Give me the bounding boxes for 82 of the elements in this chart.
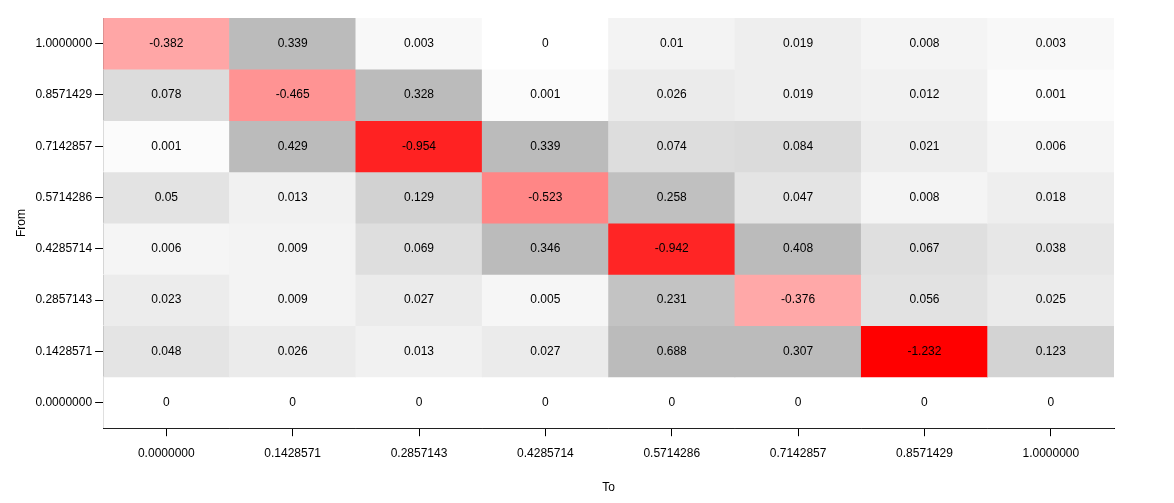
x-tick-label: 0.8571429 (896, 445, 954, 460)
data-label: 0.013 (404, 343, 435, 358)
data-label: -0.465 (275, 87, 310, 102)
y-tick-label: 0.8571429 (35, 87, 93, 102)
data-label: 0.026 (277, 343, 308, 358)
data-label: 0 (1047, 394, 1055, 409)
y-tick-label: 0.1428571 (35, 343, 93, 358)
data-label: 0 (542, 35, 550, 50)
data-label: -0.942 (654, 241, 690, 256)
x-tick-label: 0.7142857 (769, 445, 827, 460)
data-label: -1.232 (907, 343, 942, 358)
data-label: 0.027 (404, 292, 435, 307)
data-label: 0 (668, 394, 676, 409)
data-label: 0.688 (656, 343, 688, 358)
data-label: 0.001 (530, 87, 561, 102)
data-label: 0.074 (656, 138, 688, 153)
data-label: 0.056 (909, 292, 940, 307)
data-label: 0.123 (1035, 343, 1067, 358)
x-tick-label: 0.4285714 (517, 445, 575, 460)
y-tick-label: 0.4285714 (35, 241, 93, 256)
data-label: 0.001 (1035, 87, 1067, 102)
data-label: 0.339 (530, 138, 561, 153)
data-label: -0.382 (149, 35, 184, 50)
data-label: 0.021 (909, 138, 940, 153)
data-label: 0.003 (404, 35, 435, 50)
data-label: 0.006 (151, 241, 182, 256)
data-label: 0.025 (1035, 292, 1067, 307)
y-axis-title: From (13, 209, 28, 238)
data-label: 0.006 (1035, 138, 1067, 153)
y-tick-label: 0.7142857 (35, 138, 93, 153)
data-label: 0.048 (151, 343, 182, 358)
data-label: 0.328 (404, 87, 435, 102)
x-tick-label: 1.0000000 (1022, 445, 1080, 460)
data-label: 0.008 (909, 35, 940, 50)
data-label: 0.258 (656, 189, 688, 204)
data-label: 0.084 (783, 138, 814, 153)
data-label: 0.019 (783, 87, 814, 102)
data-label: 0.008 (909, 189, 940, 204)
data-label: 0.05 (154, 189, 179, 204)
x-tick-label: 0.1428571 (264, 445, 322, 460)
data-label: 0 (794, 394, 802, 409)
data-label: 0.013 (277, 189, 308, 204)
x-tick-label: 0.5714286 (643, 445, 701, 460)
data-label: 0.001 (151, 138, 182, 153)
x-tick-label: 0.0000000 (137, 445, 195, 460)
data-label: 0.408 (783, 241, 814, 256)
y-tick-label: 0.0000000 (35, 394, 93, 409)
data-label: 0 (542, 394, 550, 409)
y-tick-label: 1.0000000 (35, 35, 93, 50)
data-label: 0 (921, 394, 929, 409)
x-axis-title: To (602, 480, 616, 495)
y-tick-label: 0.2857143 (35, 292, 93, 307)
data-label: 0.307 (783, 343, 814, 358)
data-label: 0.009 (277, 241, 308, 256)
data-label: 0.012 (909, 87, 940, 102)
data-label: 0.231 (656, 292, 688, 307)
data-label: 0.069 (404, 241, 435, 256)
data-label: 0 (289, 394, 297, 409)
data-label: 0.078 (151, 87, 182, 102)
data-label: 0.026 (656, 87, 688, 102)
data-label: 0.019 (783, 35, 814, 50)
data-label: 0.027 (530, 343, 561, 358)
data-label: 0.038 (1035, 241, 1067, 256)
data-label: 0 (162, 394, 170, 409)
data-label: -0.523 (528, 189, 563, 204)
data-label: 0.346 (530, 241, 561, 256)
x-tick-label: 0.2857143 (390, 445, 448, 460)
data-label: 0.023 (151, 292, 182, 307)
data-label: 0.005 (530, 292, 561, 307)
data-label: 0.009 (277, 292, 308, 307)
data-label: -0.376 (781, 292, 816, 307)
data-label: 0.129 (404, 189, 435, 204)
data-label: 0.018 (1035, 189, 1067, 204)
data-label: 0.067 (909, 241, 940, 256)
data-label: 0.429 (277, 138, 308, 153)
data-label: -0.954 (402, 138, 437, 153)
data-label: 0.01 (660, 35, 684, 50)
data-label: 0.003 (1035, 35, 1067, 50)
data-label: 0 (415, 394, 423, 409)
data-label: 0.047 (783, 189, 814, 204)
y-tick-label: 0.5714286 (35, 189, 93, 204)
data-label: 0.339 (277, 35, 308, 50)
